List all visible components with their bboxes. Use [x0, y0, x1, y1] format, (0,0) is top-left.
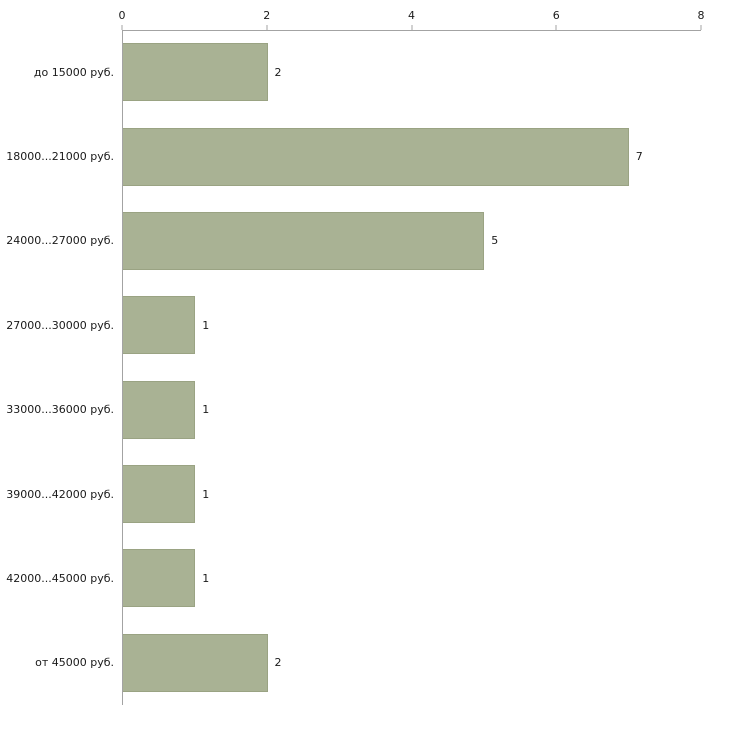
category-label: 24000...27000 руб.: [6, 234, 114, 248]
bar-row: 42000...45000 руб. 1: [6, 536, 701, 620]
bar-row: 24000...27000 руб. 5: [6, 199, 701, 283]
bar: [123, 127, 629, 186]
value-label: 7: [635, 150, 643, 164]
bar: [123, 633, 268, 692]
bar: [123, 211, 485, 270]
bar: [123, 465, 196, 524]
bar-row: от 45000 руб. 2: [35, 621, 701, 705]
value-label: 1: [202, 487, 210, 501]
y-axis: [122, 30, 123, 705]
bar-row: 39000...42000 руб. 1: [6, 452, 701, 536]
x-axis-tick: [121, 25, 123, 30]
x-axis-tick: [411, 25, 412, 30]
value-label: 1: [202, 571, 210, 585]
x-axis-tick-label: 6: [552, 9, 560, 22]
value-label: 1: [202, 403, 210, 417]
bar: [123, 549, 196, 608]
x-axis-tick: [555, 25, 557, 30]
category-label: от 45000 руб.: [35, 656, 114, 670]
x-axis: 0 2 4 6 8: [119, 9, 705, 31]
x-axis-tick: [700, 25, 702, 30]
category-label: 33000...36000 руб.: [6, 403, 114, 417]
bar-row: до 15000 руб. 2: [34, 30, 701, 114]
bar-row: 27000...30000 руб. 1: [6, 283, 701, 367]
x-axis-tick-label: 2: [263, 9, 271, 22]
value-label: 2: [274, 656, 282, 670]
value-label: 5: [491, 234, 499, 248]
category-label: 39000...42000 руб.: [6, 487, 114, 501]
value-label: 1: [202, 318, 210, 332]
x-axis-tick: [266, 25, 268, 30]
value-label: 2: [274, 65, 282, 79]
bar-row: 33000...36000 руб. 1: [6, 368, 701, 452]
category-label: 42000...45000 руб.: [6, 571, 114, 585]
plot-area: до 15000 руб. 2 18000...21000 руб. 7 24000..…: [6, 30, 701, 705]
bar: [123, 296, 196, 355]
category-label: 18000...21000 руб.: [6, 150, 114, 164]
bar-row: 18000...21000 руб. 7: [6, 114, 701, 198]
x-axis-tick-label: 4: [408, 9, 415, 22]
bar: [123, 43, 268, 102]
category-label: 27000...30000 руб.: [6, 318, 114, 332]
category-label: до 15000 руб.: [33, 65, 114, 79]
x-axis-tick-label: 0: [118, 9, 126, 22]
x-axis-tick-label: 8: [697, 9, 705, 22]
bar: [123, 380, 196, 439]
